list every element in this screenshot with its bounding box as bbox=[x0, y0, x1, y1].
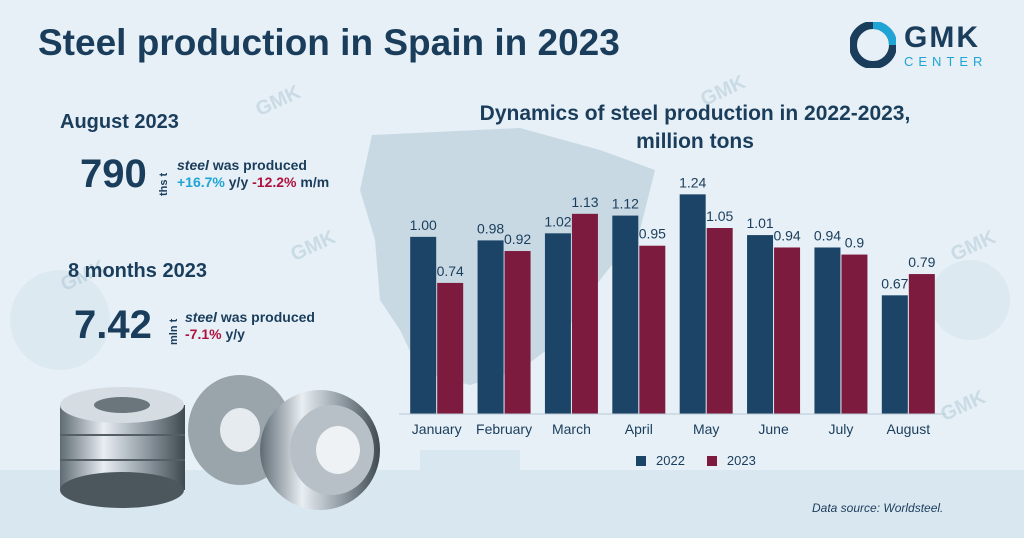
month-yoy-suffix: y/y bbox=[228, 174, 249, 190]
logo-sub-text: CENTER bbox=[904, 53, 988, 69]
data-label-2022-august: 0.67 bbox=[881, 275, 908, 291]
chart-bars: 1.00 0.74 0.980.92 1.021.13 1.120.95 1.24 1.05… bbox=[410, 174, 936, 414]
data-source: Data source: Worldsteel. bbox=[812, 501, 944, 515]
legend-item-2022[interactable]: 2022 bbox=[636, 453, 685, 468]
chart-title-line2: million tons bbox=[636, 130, 754, 153]
month-mom: -12.2% bbox=[252, 174, 297, 190]
chart-legend: 2022 2023 bbox=[636, 453, 778, 468]
x-tick-label-june: June bbox=[758, 421, 789, 437]
data-label-2022-may: 1.24 bbox=[679, 174, 706, 190]
bar-2023-july bbox=[841, 254, 868, 414]
bar-2022-january bbox=[410, 236, 437, 414]
data-label-2023-april: 0.95 bbox=[639, 226, 666, 242]
ytd-value: 7.42 bbox=[74, 303, 152, 347]
month-description: steel was produced +16.7% y/y -12.2% m/m bbox=[177, 157, 329, 191]
data-label-2023-july: 0.9 bbox=[845, 235, 865, 251]
month-produced-text: was produced bbox=[212, 157, 307, 173]
legend-swatch-2023 bbox=[706, 455, 717, 466]
steel-coils-illustration bbox=[60, 375, 380, 510]
legend-label-2022: 2022 bbox=[656, 453, 685, 468]
x-tick-label-march: March bbox=[552, 421, 591, 437]
x-tick-label-july: July bbox=[828, 421, 853, 437]
ytd-steel-word: steel bbox=[185, 309, 217, 325]
data-label-2022-march: 1.02 bbox=[544, 213, 571, 229]
chart-title-line1: Dynamics of steel production in 2022-202… bbox=[479, 102, 911, 125]
month-mom-suffix: m/m bbox=[300, 174, 330, 190]
ytd-heading: 8 months 2023 bbox=[68, 260, 207, 282]
x-tick-label-april: April bbox=[625, 421, 653, 437]
bar-2023-june bbox=[774, 247, 801, 414]
ytd-description: steel was produced -7.1% y/y bbox=[185, 309, 315, 343]
data-label-2022-july: 0.94 bbox=[814, 227, 841, 243]
bar-2022-june bbox=[747, 235, 774, 414]
data-label-2023-march: 1.13 bbox=[571, 194, 598, 210]
month-heading: August 2023 bbox=[60, 111, 179, 133]
bar-2023-january bbox=[437, 282, 464, 414]
page-title: Steel production in Spain in 2023 bbox=[38, 22, 620, 63]
data-label-2022-february: 0.98 bbox=[477, 220, 504, 236]
data-label-2023-august: 0.79 bbox=[908, 254, 935, 270]
logo-main-text: GMK bbox=[904, 20, 980, 54]
data-label-2022-january: 1.00 bbox=[410, 217, 437, 233]
legend-item-2023[interactable]: 2023 bbox=[706, 453, 756, 468]
x-tick-label-august: August bbox=[887, 421, 931, 437]
ytd-produced-text: was produced bbox=[220, 309, 315, 325]
data-label-2023-february: 0.92 bbox=[504, 231, 531, 247]
bar-2022-march bbox=[544, 233, 571, 414]
x-tick-label-may: May bbox=[693, 421, 719, 437]
gmk-logo-icon bbox=[850, 22, 896, 68]
bar-2022-august bbox=[881, 295, 908, 414]
x-tick-label-february: February bbox=[476, 421, 532, 437]
data-label-2022-june: 1.01 bbox=[746, 215, 773, 231]
bar-2023-february bbox=[504, 251, 531, 414]
data-label-2022-april: 1.12 bbox=[612, 196, 639, 212]
legend-label-2023: 2023 bbox=[726, 453, 756, 468]
ytd-yoy: -7.1% bbox=[185, 326, 222, 342]
bar-2022-february bbox=[477, 240, 504, 414]
bar-2023-may bbox=[706, 228, 733, 414]
bar-2022-april bbox=[612, 215, 639, 414]
bar-2022-may bbox=[679, 194, 706, 414]
data-label-2023-may: 1.05 bbox=[706, 208, 733, 224]
bar-2023-april bbox=[639, 245, 666, 414]
bar-2023-august bbox=[908, 274, 935, 414]
x-axis-labels: January February March April May June July Augu… bbox=[412, 421, 930, 437]
legend-swatch-2022 bbox=[636, 455, 646, 466]
bar-2022-july bbox=[814, 247, 841, 414]
data-label-2023-january: 0.74 bbox=[437, 263, 464, 279]
x-tick-label-january: January bbox=[412, 421, 462, 437]
month-steel-word: steel bbox=[177, 157, 209, 173]
gmk-logo[interactable]: GMK CENTER bbox=[850, 22, 987, 68]
ytd-yoy-suffix: y/y bbox=[225, 326, 245, 342]
bar-2023-march bbox=[571, 213, 598, 414]
data-label-2023-june: 0.94 bbox=[773, 227, 800, 243]
chart-title: Dynamics of steel production in 2022-202… bbox=[430, 100, 960, 156]
month-yoy: +16.7% bbox=[177, 174, 225, 190]
month-value: 790 bbox=[80, 152, 147, 196]
